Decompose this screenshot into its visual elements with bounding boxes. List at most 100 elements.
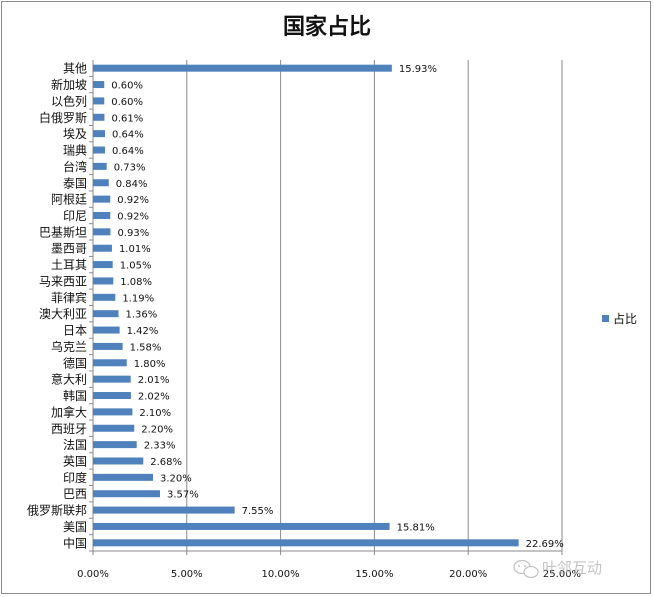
data-label: 0.93% bbox=[117, 228, 149, 239]
x-tick-label: 15.00% bbox=[355, 569, 393, 580]
data-label: 7.55% bbox=[242, 506, 274, 517]
bar bbox=[93, 490, 160, 498]
category-label: 巴基斯坦 bbox=[39, 225, 87, 239]
bar bbox=[93, 97, 105, 105]
bar bbox=[93, 244, 112, 252]
chart-title: 国家占比 bbox=[283, 14, 371, 40]
data-label: 1.36% bbox=[126, 310, 158, 321]
category-label: 加拿大 bbox=[51, 404, 87, 419]
category-label: 印度 bbox=[63, 470, 87, 485]
bar bbox=[93, 457, 144, 465]
data-label: 3.57% bbox=[167, 490, 199, 501]
x-axis-ticks: 0.00% 5.00% 10.00% 15.00% 20.00% 25.00% bbox=[77, 551, 581, 580]
category-label: 台湾 bbox=[63, 159, 87, 174]
x-tick-label: 5.00% bbox=[171, 569, 203, 580]
category-label: 中国 bbox=[63, 535, 87, 550]
data-label: 2.68% bbox=[150, 457, 182, 468]
data-label: 15.93% bbox=[399, 64, 437, 75]
category-label: 德国 bbox=[63, 355, 87, 370]
data-label: 0.60% bbox=[111, 97, 143, 108]
category-label: 马来西亚 bbox=[39, 274, 87, 288]
category-label: 泰国 bbox=[63, 176, 87, 190]
data-labels: 22.69% 15.81% 7.55% 3.57% 3.20% 2.68% 2.33% 2.2… bbox=[111, 64, 564, 550]
legend: 占比 bbox=[602, 311, 637, 326]
data-label: 0.61% bbox=[111, 113, 143, 124]
bar bbox=[93, 392, 131, 400]
wechat-icon bbox=[513, 559, 539, 579]
x-tick-label: 20.00% bbox=[449, 569, 487, 580]
data-label: 0.92% bbox=[117, 211, 149, 222]
category-label: 白俄罗斯 bbox=[39, 110, 87, 125]
bar bbox=[93, 179, 109, 187]
bar bbox=[93, 408, 133, 416]
bar bbox=[93, 506, 235, 514]
legend-label: 占比 bbox=[613, 311, 637, 326]
category-label: 菲律宾 bbox=[51, 290, 87, 305]
bar bbox=[93, 441, 137, 449]
bar bbox=[93, 195, 111, 203]
data-label: 0.73% bbox=[114, 162, 146, 173]
category-label: 以色列 bbox=[51, 94, 87, 108]
bar bbox=[93, 261, 113, 269]
bar bbox=[93, 162, 107, 170]
category-label: 美国 bbox=[63, 520, 87, 534]
data-label: 0.84% bbox=[116, 179, 148, 190]
category-label: 西班牙 bbox=[51, 422, 87, 436]
category-label: 法国 bbox=[63, 438, 87, 452]
category-label: 墨西哥 bbox=[51, 242, 87, 256]
bar bbox=[93, 310, 119, 318]
gridlines bbox=[89, 60, 563, 552]
data-label: 22.69% bbox=[526, 539, 564, 550]
bar bbox=[93, 342, 123, 350]
bar bbox=[93, 473, 154, 481]
category-label: 意大利 bbox=[51, 372, 87, 387]
bar bbox=[93, 228, 111, 236]
category-label: 新加坡 bbox=[51, 77, 87, 92]
watermark: 叶邻互动 bbox=[513, 559, 602, 579]
data-label: 15.81% bbox=[397, 522, 435, 533]
bar bbox=[93, 522, 390, 530]
category-label: 土耳其 bbox=[51, 258, 87, 272]
legend-swatch bbox=[602, 315, 609, 322]
category-label: 埃及 bbox=[63, 127, 87, 141]
bar bbox=[93, 64, 392, 72]
category-label: 韩国 bbox=[63, 388, 87, 403]
data-label: 2.20% bbox=[141, 424, 173, 435]
data-label: 3.20% bbox=[160, 473, 192, 484]
data-label: 0.64% bbox=[112, 146, 144, 157]
x-tick-label: 25.00% bbox=[543, 569, 581, 580]
category-label: 英国 bbox=[63, 454, 87, 468]
category-label: 瑞典 bbox=[63, 144, 87, 158]
data-label: 0.64% bbox=[112, 130, 144, 141]
bar bbox=[93, 211, 111, 219]
data-label: 1.05% bbox=[120, 261, 152, 272]
data-label: 0.92% bbox=[117, 195, 149, 206]
bar bbox=[93, 359, 127, 367]
category-label: 日本 bbox=[63, 324, 87, 338]
category-label: 印尼 bbox=[63, 209, 87, 223]
category-label: 乌克兰 bbox=[51, 339, 87, 354]
data-label: 1.58% bbox=[130, 342, 162, 353]
bar bbox=[93, 326, 120, 334]
category-label: 阿根廷 bbox=[51, 193, 87, 207]
bar bbox=[93, 539, 519, 547]
bar bbox=[93, 375, 131, 383]
bar bbox=[93, 146, 106, 154]
category-label: 其他 bbox=[63, 62, 87, 76]
bar bbox=[93, 277, 114, 285]
category-label: 俄罗斯联邦 bbox=[27, 504, 87, 518]
category-label: 澳大利亚 bbox=[39, 307, 87, 321]
bar bbox=[93, 81, 105, 89]
data-label: 1.01% bbox=[119, 244, 151, 255]
data-label: 1.08% bbox=[120, 277, 152, 288]
watermark-text: 叶邻互动 bbox=[542, 559, 602, 577]
data-label: 0.60% bbox=[111, 81, 143, 92]
data-label: 2.33% bbox=[144, 441, 176, 452]
bar bbox=[93, 113, 105, 121]
x-tick-label: 10.00% bbox=[262, 569, 300, 580]
bars bbox=[93, 64, 519, 547]
data-label: 2.01% bbox=[138, 375, 170, 386]
data-label: 2.02% bbox=[138, 392, 170, 403]
